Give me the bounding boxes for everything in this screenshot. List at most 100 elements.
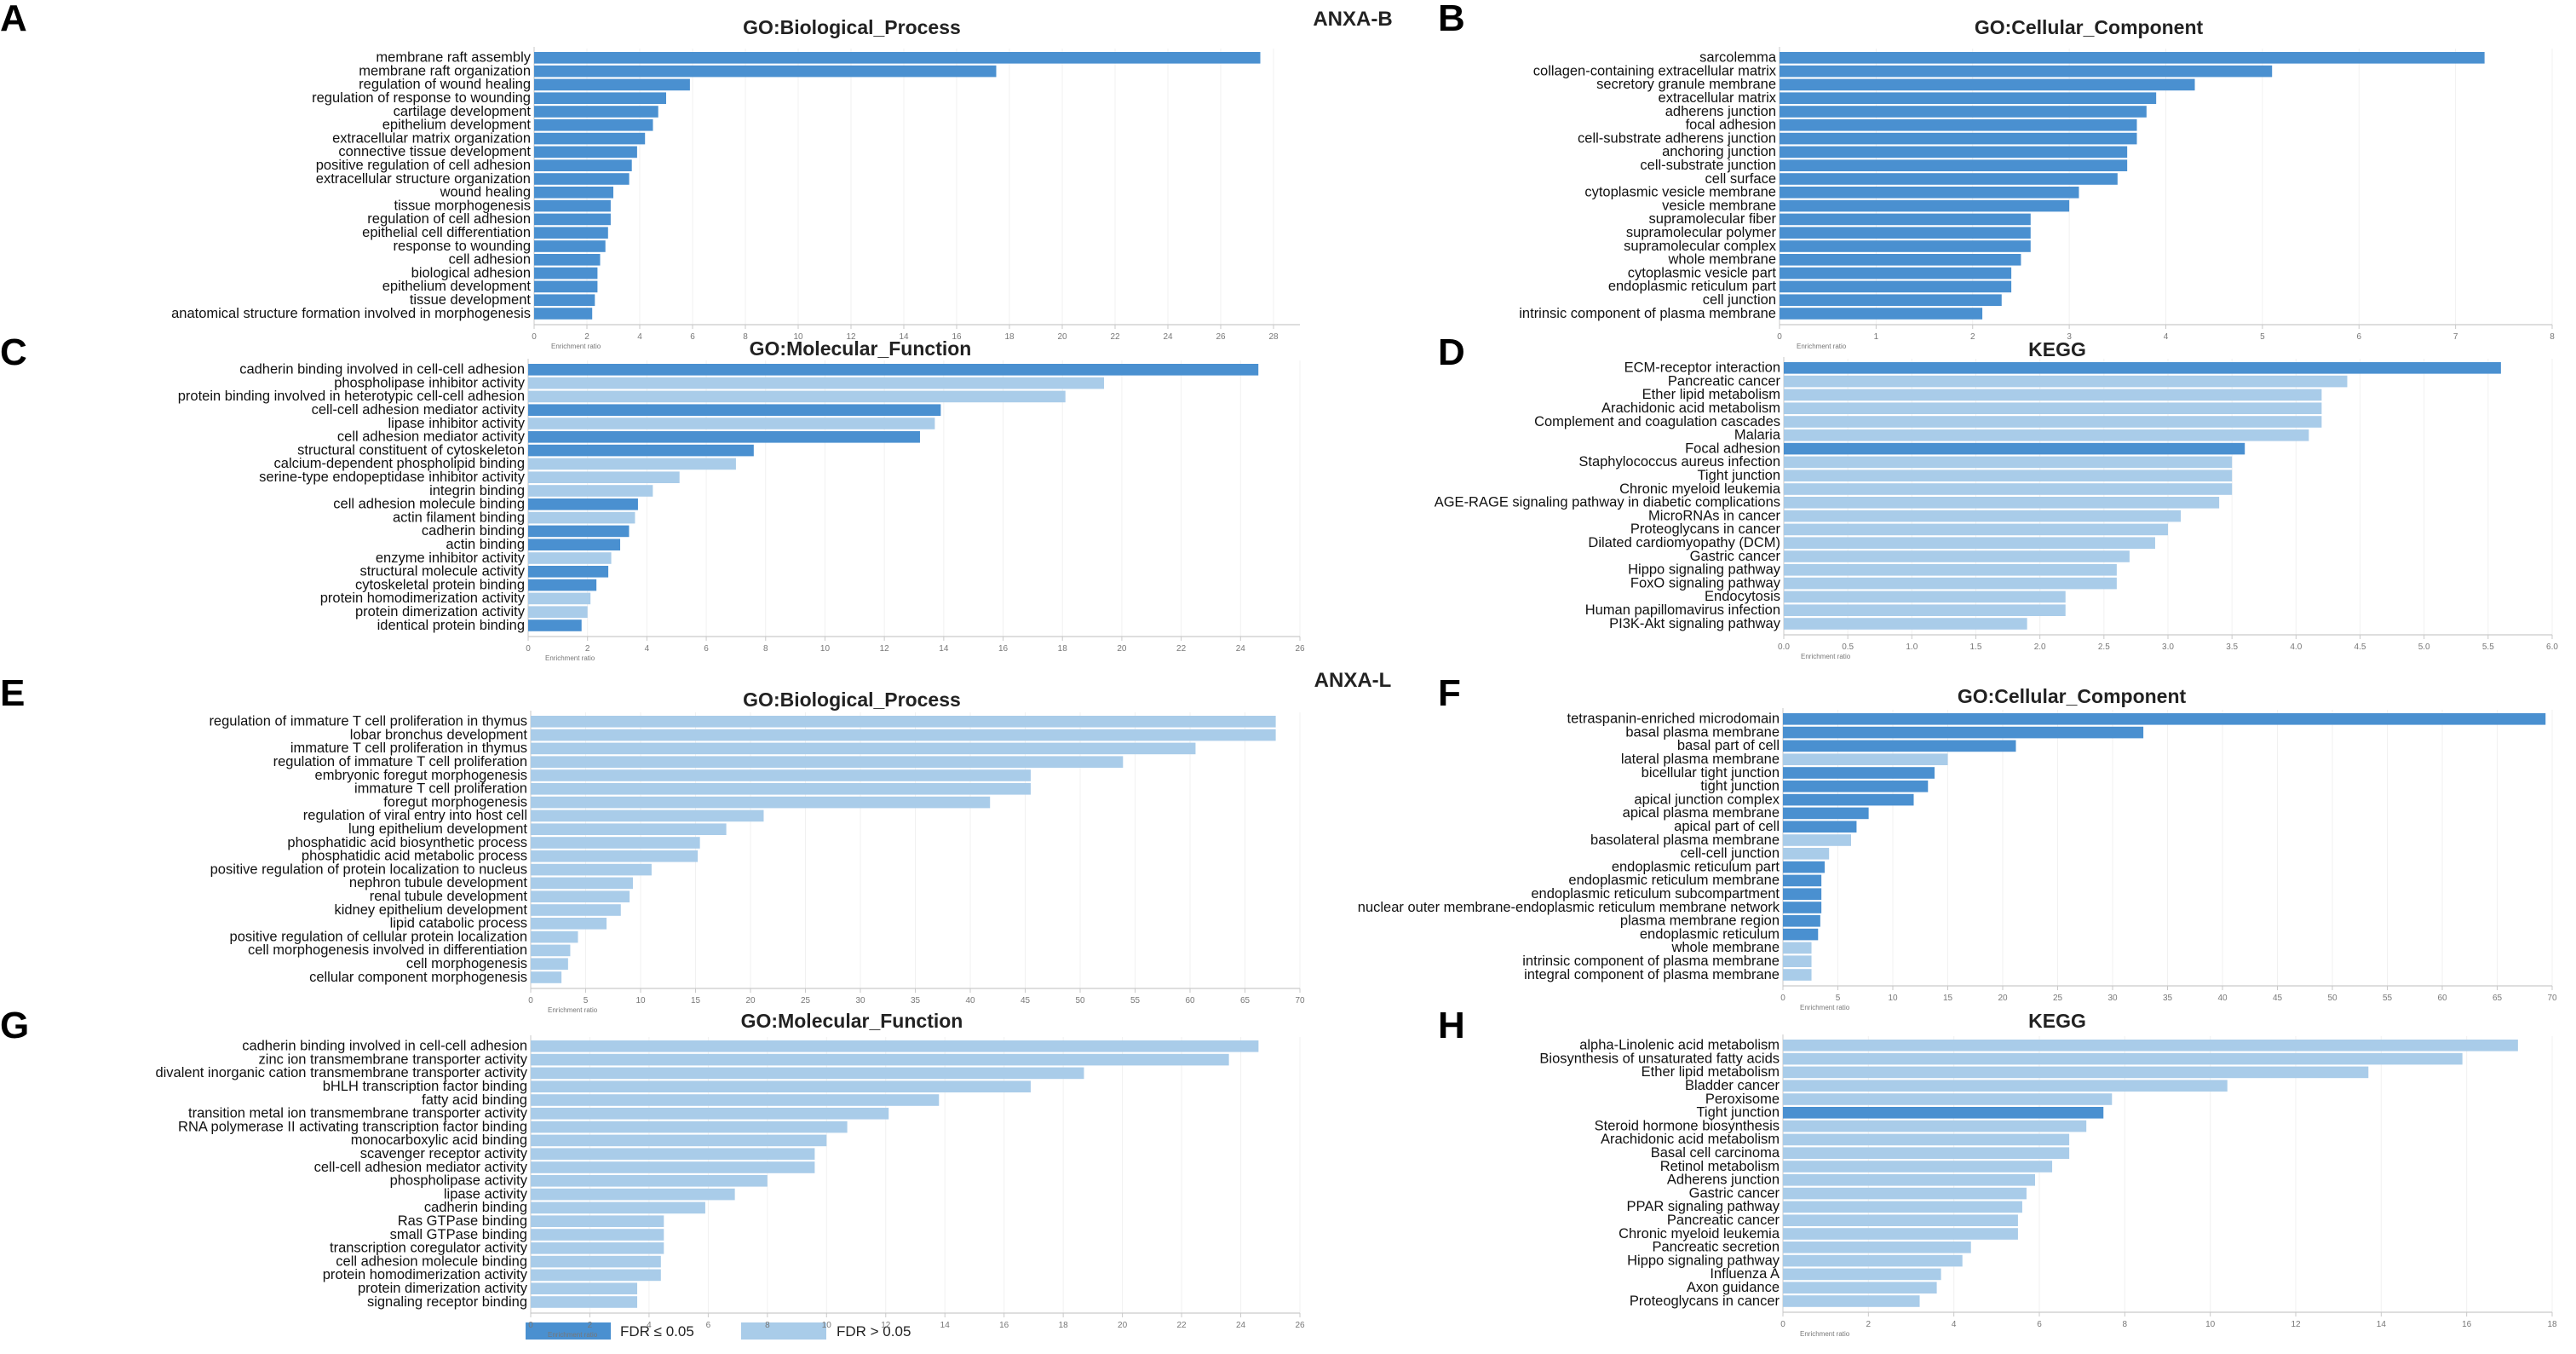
bar-c-cell-cell-adhesion-mediator-activity — [528, 404, 941, 416]
category-label-a-response-to-wounding: response to wounding — [394, 239, 531, 254]
category-label-g-ras-gtpase-binding: Ras GTPase binding — [398, 1213, 527, 1229]
bar-d-complement-and-coagulation-cascades — [1784, 416, 2322, 428]
category-label-f-lateral-plasma-membrane: lateral plasma membrane — [1621, 752, 1780, 767]
category-label-a-regulation-of-response-to-wounding: regulation of response to wounding — [312, 90, 531, 106]
x-tick-label-g-11: 22 — [1177, 1321, 1187, 1330]
x-tick-label-f-11: 55 — [2383, 994, 2393, 1003]
x-tick-label-d-3: 1.5 — [1970, 642, 1982, 652]
bar-h-pancreatic-secretion — [1783, 1242, 1971, 1253]
bar-f-endoplasmic-reticulum-part — [1783, 861, 1826, 873]
bar-e-phosphatidic-acid-metabolic-process — [531, 850, 699, 862]
x-tick-label-b-3: 3 — [2067, 332, 2072, 342]
bar-h-ether-lipid-metabolism — [1783, 1066, 2369, 1079]
bar-g-cadherin-binding-involved-in-cell-cell-adhesion — [531, 1040, 1259, 1052]
category-label-d-arachidonic-acid-metabolism: Arachidonic acid metabolism — [1601, 400, 1780, 416]
category-label-f-basal-plasma-membrane: basal plasma membrane — [1625, 724, 1780, 740]
category-label-h-alpha-linolenic-acid-metabolism: alpha-Linolenic acid metabolism — [1579, 1038, 1780, 1053]
category-label-c-protein-binding-involved-in-heterotypic-cell-cell-adhesion: protein binding involved in heterotypic … — [178, 389, 525, 404]
bar-h-biosynthesis-of-unsaturated-fatty-acids — [1783, 1052, 2463, 1065]
x-tick-label-d-8: 4.0 — [2290, 642, 2302, 652]
legend-label-not-significant: FDR > 0.05 — [837, 1323, 911, 1340]
category-label-b-endoplasmic-reticulum-part: endoplasmic reticulum part — [1608, 279, 1777, 294]
category-label-f-endoplasmic-reticulum-part: endoplasmic reticulum part — [1612, 859, 1780, 874]
x-tick-label-f-6: 30 — [2107, 994, 2118, 1003]
category-label-b-secretory-granule-membrane: secretory granule membrane — [1596, 77, 1776, 92]
bar-f-basal-plasma-membrane — [1783, 726, 2144, 739]
category-label-e-foregut-morphogenesis: foregut morphogenesis — [383, 794, 527, 810]
panel-title-f: GO:Cellular_Component — [1958, 685, 2187, 707]
x-tick-label-b-1: 1 — [1874, 332, 1879, 342]
panel-title-b: GO:Cellular_Component — [1975, 16, 2204, 38]
x-tick-label-e-11: 55 — [1130, 996, 1141, 1005]
category-label-a-extracellular-matrix-organization: extracellular matrix organization — [332, 130, 531, 146]
category-label-e-lipid-catabolic-process: lipid catabolic process — [390, 916, 527, 931]
x-tick-label-g-7: 14 — [940, 1321, 951, 1330]
x-tick-label-c-13: 26 — [1295, 644, 1305, 654]
bar-a-cartilage-development — [534, 106, 658, 118]
bar-g-cell-adhesion-molecule-binding — [531, 1255, 661, 1268]
x-tick-label-a-13: 26 — [1216, 332, 1226, 342]
bar-a-regulation-of-cell-adhesion — [534, 213, 611, 226]
category-label-c-protein-homodimerization-activity: protein homodimerization activity — [320, 591, 526, 606]
group-label-anxa-l: ANXA-L — [1314, 669, 1392, 692]
x-axis-label-d: Enrichment ratio — [1801, 653, 1851, 660]
x-tick-label-d-4: 2.0 — [2034, 642, 2046, 652]
bar-f-apical-plasma-membrane — [1783, 807, 1869, 820]
category-label-b-supramolecular-complex: supramolecular complex — [1624, 239, 1777, 254]
category-label-f-apical-part-of-cell: apical part of cell — [1674, 819, 1780, 834]
bar-c-structural-constituent-of-cytoskeleton — [528, 444, 754, 457]
category-label-e-embryonic-foregut-morphogenesis: embryonic foregut morphogenesis — [315, 768, 527, 783]
category-label-d-chronic-myeloid-leukemia: Chronic myeloid leukemia — [1619, 481, 1781, 497]
bar-g-rna-polymerase-ii-activating-transcription-factor-binding — [531, 1121, 848, 1133]
category-label-g-cadherin-binding-involved-in-cell-cell-adhesion: cadherin binding involved in cell-cell a… — [242, 1039, 527, 1054]
category-label-h-tight-junction: Tight junction — [1696, 1105, 1780, 1121]
bar-e-lipid-catabolic-process — [531, 918, 607, 930]
bar-c-structural-molecule-activity — [528, 566, 609, 578]
x-tick-label-d-7: 3.5 — [2226, 642, 2238, 652]
category-label-b-whole-membrane: whole membrane — [1667, 252, 1776, 268]
x-tick-label-c-5: 10 — [820, 644, 831, 654]
panel-title-e: GO:Biological_Process — [743, 689, 961, 711]
category-label-d-pancreatic-cancer: Pancreatic cancer — [1668, 373, 1781, 389]
bar-c-protein-binding-involved-in-heterotypic-cell-cell-adhesion — [528, 390, 1066, 403]
category-label-b-cytoplasmic-vesicle-part: cytoplasmic vesicle part — [1628, 265, 1777, 280]
x-tick-label-c-12: 24 — [1236, 644, 1246, 654]
category-label-c-cadherin-binding-involved-in-cell-cell-adhesion: cadherin binding involved in cell-cell a… — [239, 362, 525, 377]
category-label-d-pi3k-akt-signaling-pathway: PI3K-Akt signaling pathway — [1609, 616, 1781, 631]
bar-g-bhlh-transcription-factor-binding — [531, 1080, 1031, 1092]
category-label-g-lipase-activity: lipase activity — [444, 1186, 528, 1201]
x-tick-label-f-4: 20 — [1998, 994, 2008, 1003]
x-tick-label-a-3: 6 — [690, 332, 695, 342]
category-label-b-collagen-containing-extracellular-matrix: collagen-containing extracellular matrix — [1533, 63, 1777, 78]
x-tick-label-g-10: 20 — [1118, 1321, 1128, 1330]
bar-h-axon-guidance — [1783, 1282, 1937, 1294]
bar-d-foxo-signaling-pathway — [1784, 577, 2117, 590]
x-tick-label-d-12: 6.0 — [2546, 642, 2558, 652]
bar-d-chronic-myeloid-leukemia — [1784, 483, 2233, 495]
x-tick-label-d-2: 1.0 — [1906, 642, 1918, 652]
bar-e-positive-regulation-of-protein-localization-to-nucleus — [531, 863, 652, 876]
category-label-h-ppar-signaling-pathway: PPAR signaling pathway — [1627, 1199, 1780, 1214]
bar-c-actin-binding — [528, 539, 621, 550]
x-tick-label-e-12: 60 — [1185, 996, 1195, 1005]
category-label-d-ether-lipid-metabolism: Ether lipid metabolism — [1642, 387, 1780, 402]
bar-c-serine-type-endopeptidase-inhibitor-activity — [528, 471, 680, 483]
panel-b: B GO:Cellular_Component 0 1 2 3 4 5 6 7 8 Enrichmen… — [1438, 0, 2555, 350]
category-label-g-rna-polymerase-ii-activating-transcription-factor-binding: RNA polymerase II activating transcripti… — [178, 1119, 527, 1134]
category-label-a-wound-healing: wound healing — [440, 185, 531, 200]
category-label-f-nuclear-outer-membrane-endoplasmic-reticulum-membrane-network: nuclear outer membrane-endoplasmic retic… — [1358, 900, 1780, 915]
x-tick-label-f-0: 0 — [1780, 994, 1785, 1003]
x-tick-label-g-5: 10 — [822, 1321, 832, 1330]
bar-e-immature-t-cell-proliferation-in-thymus — [531, 742, 1196, 755]
x-tick-label-h-5: 10 — [2205, 1320, 2216, 1329]
panel-e: E GO:Biological_Process 0 5 10 15 20 25 30 35 40 45… — [0, 672, 1305, 1014]
bar-d-pi3k-akt-signaling-pathway — [1784, 618, 2027, 630]
category-label-b-cell-junction: cell junction — [1703, 292, 1776, 308]
bar-d-gastric-cancer — [1784, 550, 2130, 562]
bar-b-supramolecular-polymer — [1780, 227, 2031, 239]
bar-c-calcium-dependent-phospholipid-binding — [528, 458, 736, 470]
bar-g-zinc-ion-transmembrane-transporter-activity — [531, 1053, 1229, 1066]
category-label-e-phosphatidic-acid-biosynthetic-process: phosphatidic acid biosynthetic process — [287, 835, 527, 850]
